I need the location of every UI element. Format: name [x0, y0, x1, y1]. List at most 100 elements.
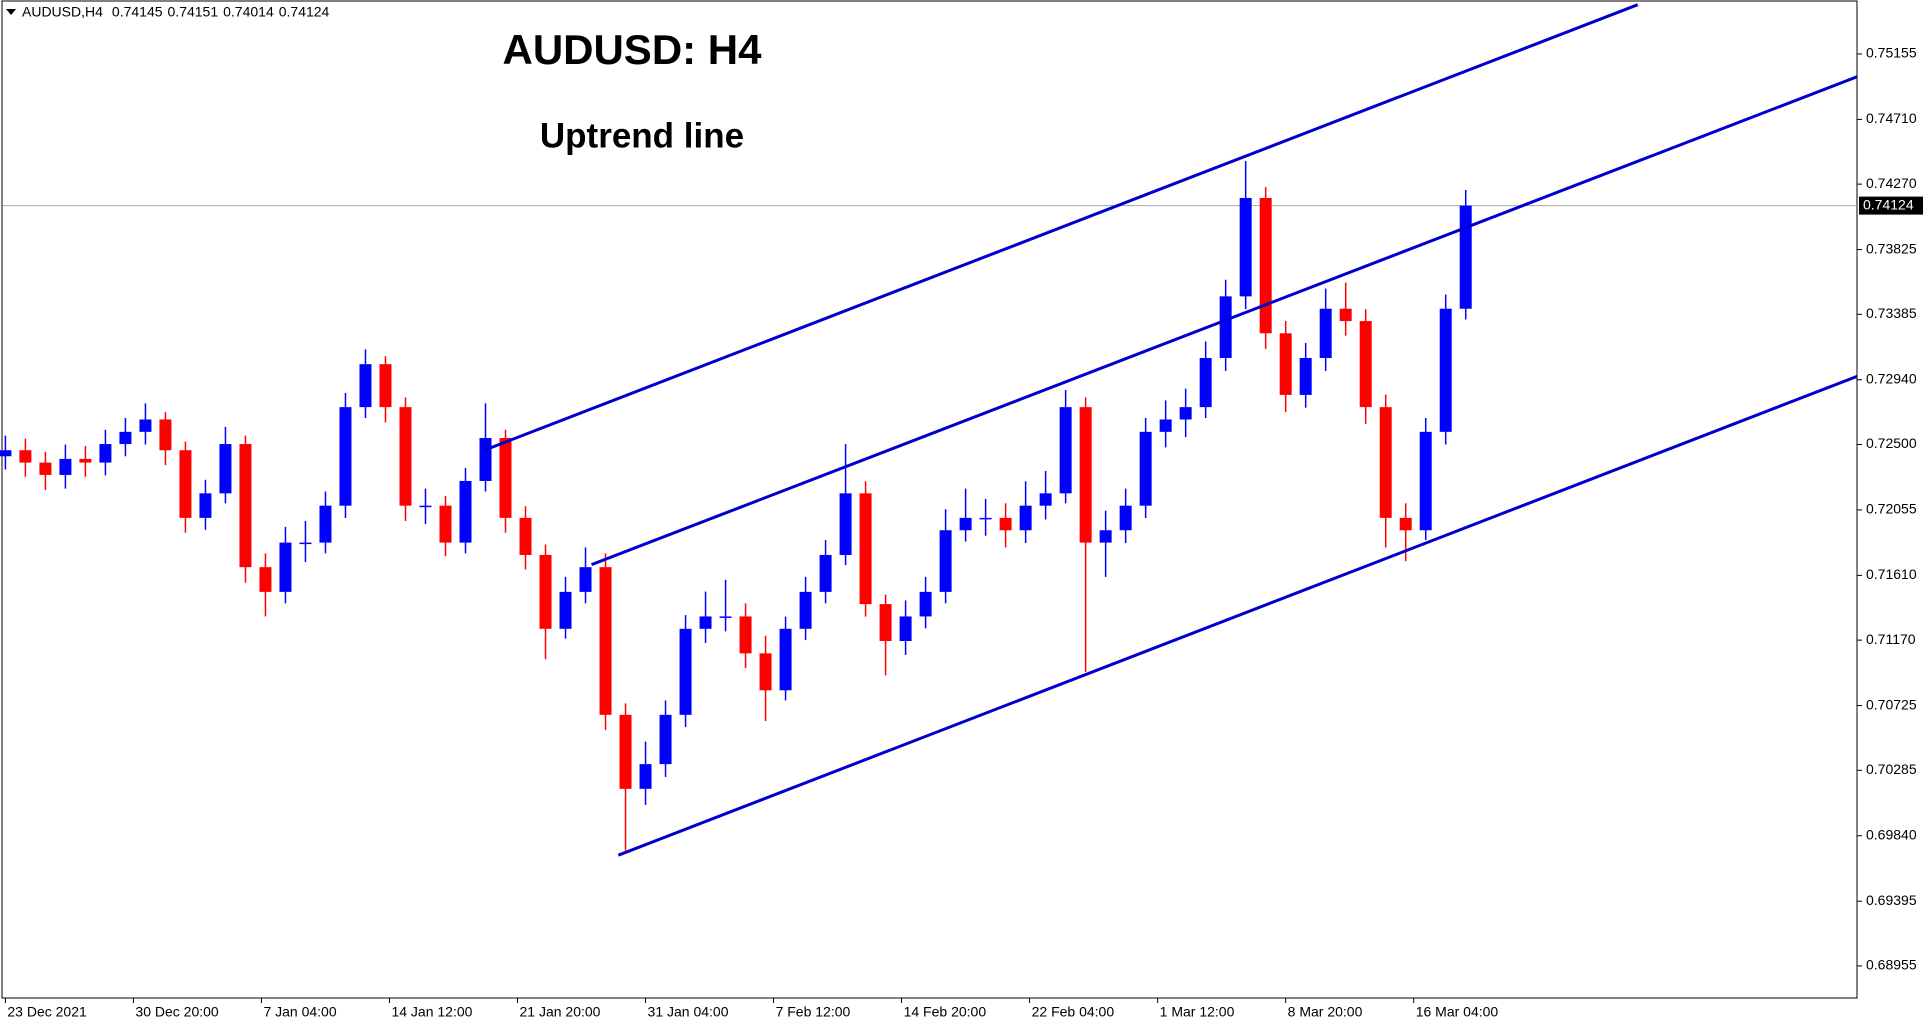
candle-body	[1359, 321, 1372, 408]
y-tick-label: 0.72500	[1866, 435, 1917, 451]
candle-body	[39, 462, 52, 475]
candle-body	[1199, 357, 1212, 408]
candle-body	[519, 517, 532, 555]
candle-body	[959, 517, 972, 531]
x-tick-label: 23 Dec 2021	[7, 1004, 87, 1020]
candle-body	[619, 714, 632, 789]
candle-body	[1279, 333, 1292, 395]
y-tick-label: 0.74710	[1866, 110, 1917, 126]
candle-body	[1459, 205, 1472, 309]
candle-body	[759, 653, 772, 691]
candle-body	[1439, 308, 1452, 432]
candle-body	[679, 628, 692, 715]
candle-body	[919, 591, 932, 617]
candle-body	[359, 364, 372, 408]
symbol-label: AUDUSD,H4	[22, 4, 103, 20]
x-tick-label: 30 Dec 20:00	[135, 1004, 218, 1020]
candle-body	[259, 567, 272, 592]
chart-title: AUDUSD: H4	[502, 26, 762, 73]
x-tick-label: 14 Feb 20:00	[904, 1004, 987, 1020]
candle-body	[1099, 530, 1112, 543]
candle-body	[19, 450, 32, 463]
candle-body	[1339, 308, 1352, 322]
candle-body	[279, 542, 292, 592]
candle-body	[499, 438, 512, 518]
candle-body	[1219, 296, 1232, 358]
candle-body	[1419, 431, 1432, 531]
candle-body	[799, 591, 812, 629]
candle-body	[379, 364, 392, 408]
y-tick-label: 0.73385	[1866, 305, 1917, 321]
ohlc-value: 0.74151	[168, 4, 219, 20]
y-tick-label: 0.71610	[1866, 566, 1917, 582]
y-tick-label: 0.72055	[1866, 501, 1917, 517]
candle-body	[459, 480, 472, 543]
price-tag-bg	[1859, 196, 1923, 215]
x-tick-label: 14 Jan 12:00	[391, 1004, 472, 1020]
candle-body	[219, 444, 232, 494]
candle-body	[179, 450, 192, 518]
candle-body	[59, 458, 72, 475]
candle-body	[239, 444, 252, 568]
candle-body	[979, 517, 992, 520]
ohlc-value: 0.74014	[223, 4, 274, 20]
x-tick-label: 8 Mar 20:00	[1288, 1004, 1363, 1020]
candle-body	[1299, 357, 1312, 395]
y-tick-label: 0.71170	[1866, 631, 1916, 647]
candle-body	[819, 554, 832, 592]
candle-body	[939, 530, 952, 592]
trend-line	[617, 374, 1857, 857]
y-tick-label: 0.75155	[1866, 45, 1917, 61]
candle-body	[539, 554, 552, 629]
candle-body	[1319, 308, 1332, 358]
candle-body	[1059, 407, 1072, 494]
ohlc-value: 0.74145	[112, 4, 163, 20]
trend-line	[483, 3, 1639, 452]
menu-arrow	[6, 9, 16, 15]
candle-body	[1079, 407, 1092, 543]
x-tick-label: 31 Jan 04:00	[648, 1004, 729, 1020]
candle-body	[1239, 197, 1252, 297]
candle-body	[0, 450, 12, 457]
plot-frame	[1, 0, 1858, 999]
x-tick-label: 16 Mar 04:00	[1416, 1004, 1499, 1020]
candle-body	[1379, 407, 1392, 518]
y-tick-label: 0.68955	[1866, 957, 1917, 973]
candle-body	[779, 628, 792, 691]
candle-body	[579, 567, 592, 592]
y-tick-label: 0.70285	[1866, 761, 1917, 777]
candle-body	[859, 493, 872, 605]
candle-body	[1259, 197, 1272, 334]
candle-body	[199, 493, 212, 518]
ohlc-value: 0.74124	[279, 4, 330, 20]
candle-body	[999, 517, 1012, 531]
candle-body	[1159, 419, 1172, 432]
x-tick-label: 1 Mar 12:00	[1160, 1004, 1235, 1020]
chart-subtitle: Uptrend line	[540, 116, 744, 155]
current-price-label: 0.74124	[1863, 196, 1914, 212]
y-tick-label: 0.69840	[1866, 826, 1917, 842]
y-tick-label: 0.74270	[1866, 175, 1917, 191]
candle-body	[159, 419, 172, 451]
candle-body	[299, 542, 312, 545]
candle-body	[559, 591, 572, 629]
y-tick-label: 0.70725	[1866, 696, 1917, 712]
candle-body	[599, 567, 612, 715]
candle-body	[1019, 505, 1032, 531]
candle-body	[139, 419, 152, 432]
y-tick-label: 0.72940	[1866, 370, 1917, 386]
candle-body	[659, 714, 672, 765]
candle-body	[319, 505, 332, 543]
candle-body	[399, 407, 412, 506]
candle-body	[739, 616, 752, 654]
x-tick-label: 7 Feb 12:00	[776, 1004, 851, 1020]
x-tick-label: 7 Jan 04:00	[263, 1004, 336, 1020]
candle-body	[839, 493, 852, 555]
candle-body	[719, 616, 732, 618]
candle-body	[639, 764, 652, 789]
candle-body	[479, 438, 492, 481]
candle-body	[99, 444, 112, 463]
trend-line	[590, 75, 1857, 567]
x-tick-label: 21 Jan 20:00	[520, 1004, 601, 1020]
